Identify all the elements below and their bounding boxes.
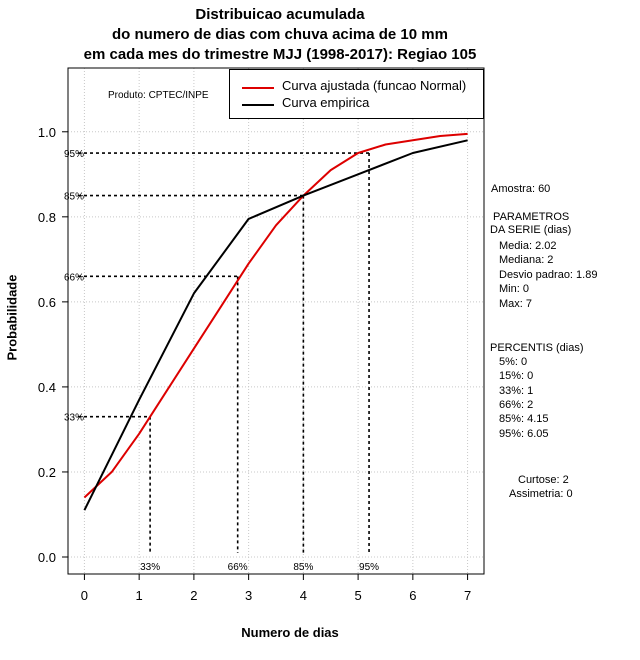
legend-label-empirical: Curva empirica — [282, 95, 370, 110]
percentile-bottom-label: 95% — [359, 562, 379, 573]
y-axis-label: Probabilidade — [4, 274, 20, 361]
legend: Curva ajustada (funcao Normal) Curva emp… — [229, 69, 484, 119]
percentile-bottom-label: 66% — [228, 562, 248, 573]
param-desvio: Desvio padrao: 1.89 — [499, 269, 598, 281]
curtose: Curtose: 2 — [518, 474, 569, 486]
produto-label: Produto: CPTEC/INPE — [108, 90, 209, 101]
amostra: Amostra: 60 — [491, 183, 551, 195]
fitted-normal-curve — [83, 132, 468, 499]
percentil-66: 66%: 2 — [499, 399, 534, 411]
percentile-left-label: 33% — [64, 413, 84, 424]
x-tick-label: 7 — [464, 588, 471, 603]
x-tick-label: 6 — [409, 588, 416, 603]
param-mediana: Mediana: 2 — [499, 254, 554, 266]
series-lines — [83, 132, 468, 511]
percentil-15: 15%: 0 — [499, 370, 534, 382]
title-line-1: Distribuicao acumulada — [195, 6, 365, 23]
y-tick-label: 1.0 — [38, 125, 56, 140]
percentile-bottom-label: 85% — [293, 562, 313, 573]
percentile-left-label: 95% — [64, 149, 84, 160]
y-tick-label: 0.0 — [38, 550, 56, 565]
x-tick-label: 4 — [300, 588, 307, 603]
y-tick-label: 0.2 — [38, 465, 56, 480]
param-media: Media: 2.02 — [499, 240, 557, 252]
legend-label-fitted: Curva ajustada (funcao Normal) — [282, 78, 467, 93]
y-tick-label: 0.8 — [38, 210, 56, 225]
legend-swatch-fitted — [242, 87, 274, 89]
y-tick-label: 0.6 — [38, 295, 56, 310]
percentile-left-label: 66% — [64, 272, 84, 283]
y-tick-label: 0.4 — [38, 380, 56, 395]
x-tick-label: 0 — [81, 588, 88, 603]
percentil-33: 33%: 1 — [499, 385, 534, 397]
empirical-curve — [83, 139, 468, 511]
percentile-markers: 33% 33% 66% 66% 85% 85% 95% 95% — [64, 149, 379, 573]
percentil-5: 5%: 0 — [499, 356, 528, 368]
assimetria: Assimetria: 0 — [509, 488, 573, 500]
axes: 0 1 2 3 4 5 6 7 0.0 0.2 0.4 0.6 0.8 1.0 — [38, 125, 471, 603]
x-tick-label: 5 — [354, 588, 361, 603]
grid — [68, 68, 484, 574]
percentile-left-label: 85% — [64, 192, 84, 203]
x-tick-label: 2 — [190, 588, 197, 603]
legend-swatch-empirical — [242, 104, 274, 106]
x-tick-label: 1 — [136, 588, 143, 603]
param-min: Min: 0 — [499, 283, 529, 295]
param-max: Max: 7 — [499, 298, 533, 310]
x-axis-label: Numero de dias — [241, 625, 339, 640]
title-line-3: em cada mes do trimestre MJJ (1998-2017)… — [83, 46, 477, 63]
percentile-bottom-label: 33% — [140, 562, 160, 573]
title-line-2: do numero de dias com chuva acima de 10 … — [112, 26, 448, 43]
percentis-title: PERCENTIS (dias) — [490, 342, 584, 354]
plot-frame — [67, 67, 485, 575]
x-tick-label: 3 — [245, 588, 252, 603]
percentil-85: 85%: 4.15 — [499, 413, 549, 425]
parametros-title: PARAMETROS DA SERIE (dias) — [490, 211, 572, 236]
percentil-95: 95%: 6.05 — [499, 428, 549, 440]
